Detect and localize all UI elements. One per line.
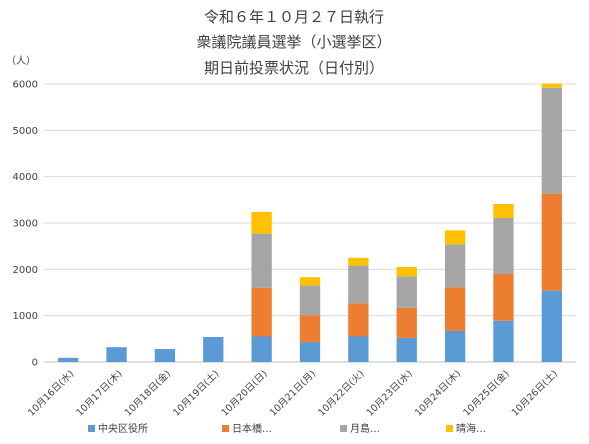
chart-title-line-1: 令和６年１０月２７日執行 (204, 8, 384, 26)
x-tick-label: 10月16日(水) (25, 368, 76, 419)
bar-segment (396, 276, 417, 308)
bar-segment (348, 303, 369, 337)
y-tick-label: 2000 (13, 265, 38, 276)
x-tick-label: 10月23日(水) (364, 368, 415, 419)
legend-label: 月島… (350, 422, 380, 435)
y-tick-label: 6000 (13, 80, 38, 91)
bar-segment (493, 217, 514, 274)
bar-segment (299, 277, 321, 286)
chart-title-line-3: 期日前投票状況（日付別） (204, 59, 384, 77)
bar-segment (541, 290, 562, 362)
x-tick-label: 10月26日(土) (509, 368, 560, 419)
bar-segment (299, 285, 321, 316)
bar-segment (299, 342, 321, 362)
chart-title-line-2: 衆議院議員選挙（小選挙区） (196, 33, 391, 51)
bar-segment (251, 287, 272, 337)
bar-segment (251, 336, 272, 362)
y-tick-label: 4000 (13, 172, 38, 183)
x-tick-label: 10月21日(月) (268, 368, 318, 418)
bar-segment (493, 204, 514, 218)
x-tick-label: 10月20日(日) (219, 368, 269, 418)
y-axis-unit-label: （人） (6, 55, 36, 67)
legend-swatch (446, 425, 453, 432)
x-axis-ticks: 10月16日(水)10月17日(木)10月18日(金)10月19日(土)10月2… (25, 368, 560, 419)
bar-segment (58, 357, 79, 362)
x-tick-label: 10月19日(土) (170, 368, 221, 419)
bar-segment (444, 330, 466, 362)
bar-segment (348, 265, 369, 304)
bar-segment (203, 336, 224, 362)
bar-segment (299, 315, 321, 343)
bar-segment (348, 336, 369, 362)
x-tick-label: 10月24日(木) (412, 368, 463, 419)
bar-segment (251, 233, 272, 288)
y-axis-ticks: 0 1000 2000 3000 4000 5000 6000 (13, 80, 38, 369)
legend-label: 晴海… (456, 422, 486, 435)
y-tick-label: 5000 (13, 126, 38, 137)
x-tick-label: 10月18日(金) (122, 368, 173, 419)
y-tick-label: 1000 (13, 311, 38, 322)
bar-segment (444, 230, 466, 245)
bar-segment (444, 287, 466, 331)
bar-segment (251, 211, 272, 234)
bar-segment (541, 193, 562, 291)
bar-segment (493, 273, 514, 321)
bar-segment (348, 257, 369, 266)
legend-swatch (222, 425, 229, 432)
bar-segment (396, 307, 417, 338)
bar-segment (541, 87, 562, 194)
bars (58, 83, 562, 362)
chart-title: 令和６年１０月２７日執行 衆議院議員選挙（小選挙区） 期日前投票状況（日付別） (196, 8, 391, 77)
bar-segment (396, 337, 417, 362)
x-tick-label: 10月22日(火) (316, 368, 366, 418)
x-tick-label: 10月25日(金) (461, 368, 512, 419)
gridlines (44, 83, 576, 363)
y-tick-label: 0 (32, 358, 38, 369)
legend: 中央区役所 日本橋… 月島… 晴海… (88, 422, 486, 435)
bar-segment (396, 267, 417, 277)
x-tick-label: 10月17日(木) (74, 368, 125, 419)
bar-segment (444, 244, 466, 288)
bar-segment (154, 349, 176, 362)
bar-segment (493, 320, 514, 362)
bar-segment (541, 83, 562, 88)
legend-swatch (88, 425, 95, 432)
legend-label: 日本橋… (232, 422, 272, 435)
bar-segment (106, 347, 127, 362)
legend-label: 中央区役所 (98, 422, 148, 435)
y-tick-label: 3000 (13, 219, 38, 230)
legend-swatch (340, 425, 347, 432)
